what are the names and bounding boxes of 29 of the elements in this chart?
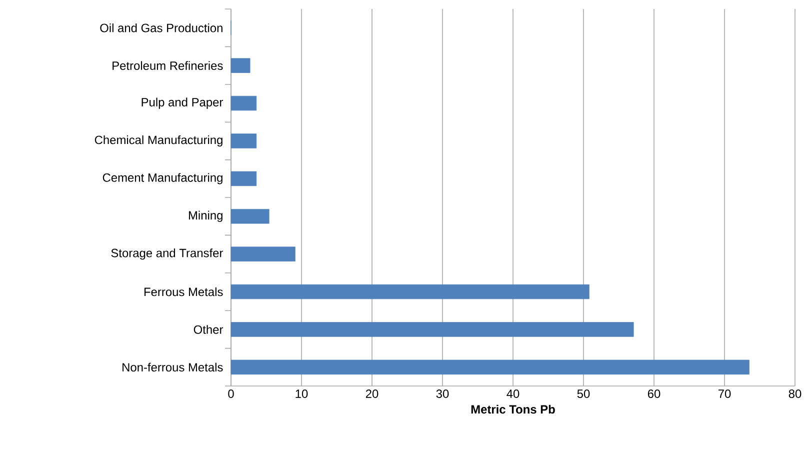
x-tick-label: 50 — [577, 390, 590, 398]
x-tick-label: 0 — [228, 390, 234, 398]
x-tick-label: 80 — [788, 390, 802, 398]
bar — [230, 96, 257, 111]
bar — [230, 284, 590, 300]
x-tick-label: 20 — [366, 390, 378, 398]
bar — [230, 58, 250, 73]
y-tick-label: Non-ferrous Metals — [122, 362, 223, 372]
bar — [230, 246, 296, 262]
x-tick-label: 60 — [648, 390, 660, 398]
y-tick-label: Other — [194, 325, 224, 334]
x-tick-label: 10 — [296, 390, 308, 398]
x-tick-label: 30 — [436, 390, 449, 398]
y-tick-label: Ferrous Metals — [144, 287, 223, 296]
y-tick-label: Pulp and Paper — [142, 98, 223, 109]
x-axis-title: Metric Tons Pb — [471, 404, 555, 414]
bar — [230, 208, 270, 224]
y-tick-label: Cement Manufacturing — [102, 173, 222, 184]
bar — [230, 134, 257, 148]
bar — [230, 322, 634, 337]
y-tick-label: Oil and Gas Production — [100, 23, 222, 32]
y-tick-label: Storage and Transfer — [111, 248, 224, 260]
bar — [230, 171, 257, 186]
bar — [230, 360, 750, 375]
x-tick-label: 40 — [506, 390, 520, 398]
y-tick-label: Petroleum Refineries — [112, 61, 223, 70]
y-tick-label: Chemical Manufacturing — [94, 135, 222, 147]
y-tick-label: Mining — [188, 210, 222, 222]
x-tick-label: 70 — [718, 390, 731, 398]
